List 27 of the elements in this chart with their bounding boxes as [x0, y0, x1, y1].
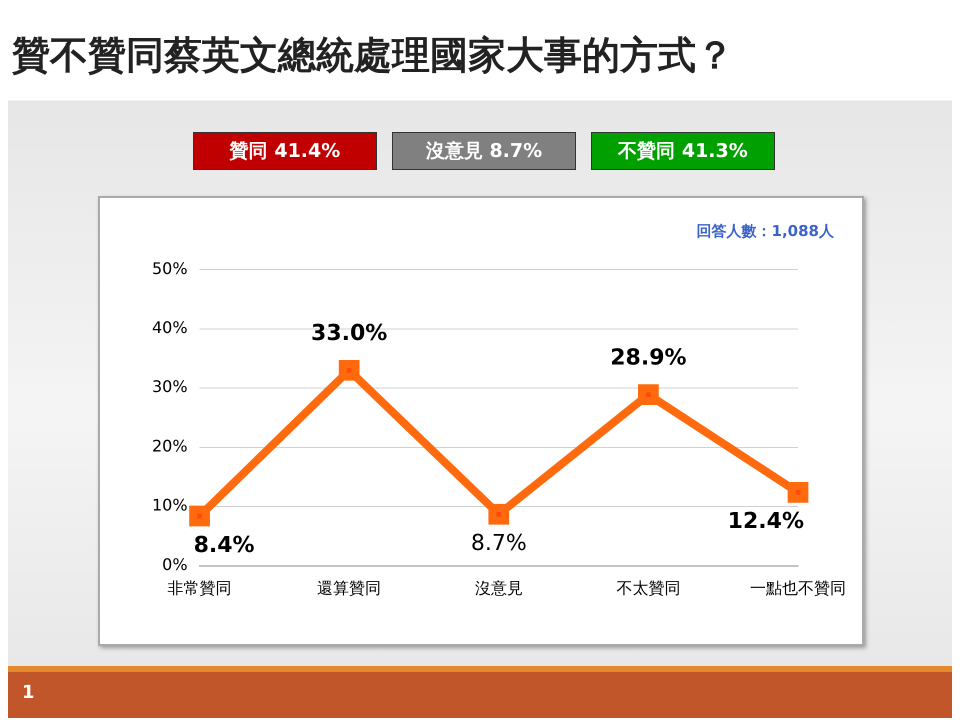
data-label: 12.4% — [728, 509, 804, 534]
chart-title: 贊不贊同蔡英文總統處理國家大事的方式？ — [12, 32, 734, 79]
x-tick-label: 沒意見 — [474, 578, 523, 598]
data-label: 8.4% — [194, 532, 255, 558]
point — [488, 504, 510, 525]
x-tick-label: 非常贊同 — [168, 578, 232, 598]
data-label: 8.7% — [470, 530, 527, 556]
y-tick-label: 50% — [152, 258, 188, 278]
point — [338, 360, 360, 381]
text: 回答人數：1,088人 — [696, 222, 834, 241]
y-tick-label: 0% — [162, 554, 188, 574]
data-label: 33.0% — [311, 321, 388, 346]
point — [788, 482, 808, 503]
y-tick-label: 30% — [152, 377, 188, 396]
text: 1 — [22, 682, 35, 703]
y-tick-label: 20% — [152, 436, 188, 456]
text: 不贊同 41.3% — [591, 132, 775, 170]
data-label: 28.9% — [610, 345, 687, 370]
x-tick-label: 不太贊同 — [616, 578, 680, 598]
y-tick-label: 40% — [152, 318, 188, 337]
y-tick-label: 10% — [152, 496, 188, 515]
point — [638, 384, 659, 405]
x-tick-label: 還算贊同 — [317, 578, 382, 598]
text: 沒意見 8.7% — [392, 132, 576, 170]
x-tick-label: 一點也不贊同 — [750, 578, 846, 598]
text: 贊同 41.4% — [193, 132, 377, 170]
point — [189, 506, 210, 526]
